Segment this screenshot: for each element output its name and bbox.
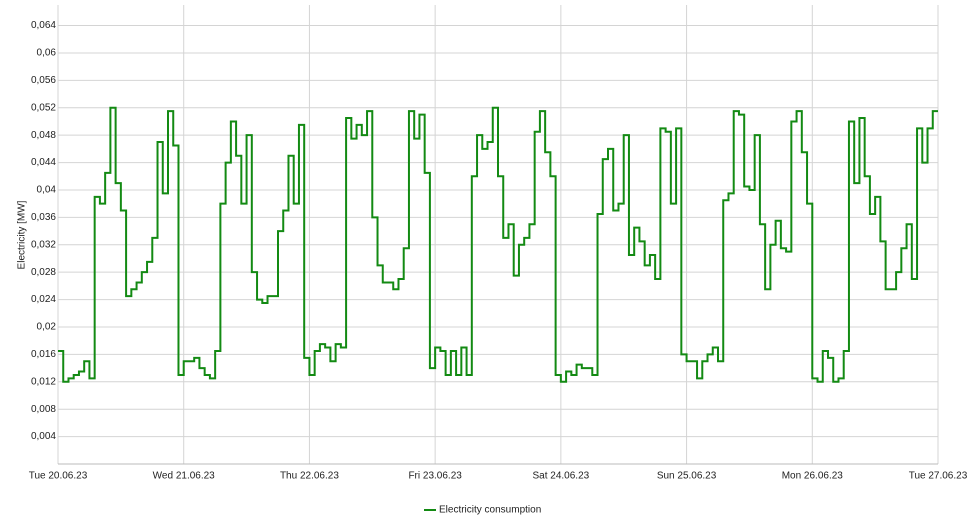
- y-tick-label: 0,052: [31, 102, 56, 113]
- y-tick-label: 0,048: [31, 130, 56, 141]
- y-tick-label: 0,044: [31, 157, 56, 168]
- x-tick-label: Sun 25.06.23: [657, 471, 717, 482]
- x-tick-label: Wed 21.06.23: [153, 471, 216, 482]
- y-tick-label: 0,056: [31, 75, 56, 86]
- series-line: [58, 106, 938, 383]
- y-tick-label: 0,024: [31, 294, 56, 305]
- x-tick-label: Mon 26.06.23: [782, 471, 844, 482]
- y-tick-label: 0,036: [31, 212, 56, 223]
- y-tick-label: 0,04: [37, 185, 57, 196]
- y-tick-label: 0,008: [31, 404, 56, 415]
- y-tick-label: 0,004: [31, 431, 56, 442]
- y-tick-label: 0,028: [31, 267, 56, 278]
- y-axis-label: Electricity [MW]: [17, 200, 28, 269]
- x-tick-label: Fri 23.06.23: [408, 471, 462, 482]
- y-tick-label: 0,06: [37, 48, 57, 59]
- y-tick-label: 0,012: [31, 376, 56, 387]
- legend-label: Electricity consumption: [439, 505, 541, 516]
- x-tick-label: Sat 24.06.23: [532, 471, 589, 482]
- x-tick-label: Thu 22.06.23: [280, 471, 339, 482]
- x-tick-label: Tue 27.06.23: [909, 471, 968, 482]
- y-tick-label: 0,02: [37, 322, 57, 333]
- y-tick-label: 0,064: [31, 20, 56, 31]
- x-tick-label: Tue 20.06.23: [29, 471, 88, 482]
- y-tick-label: 0,016: [31, 349, 56, 360]
- y-tick-label: 0,032: [31, 239, 56, 250]
